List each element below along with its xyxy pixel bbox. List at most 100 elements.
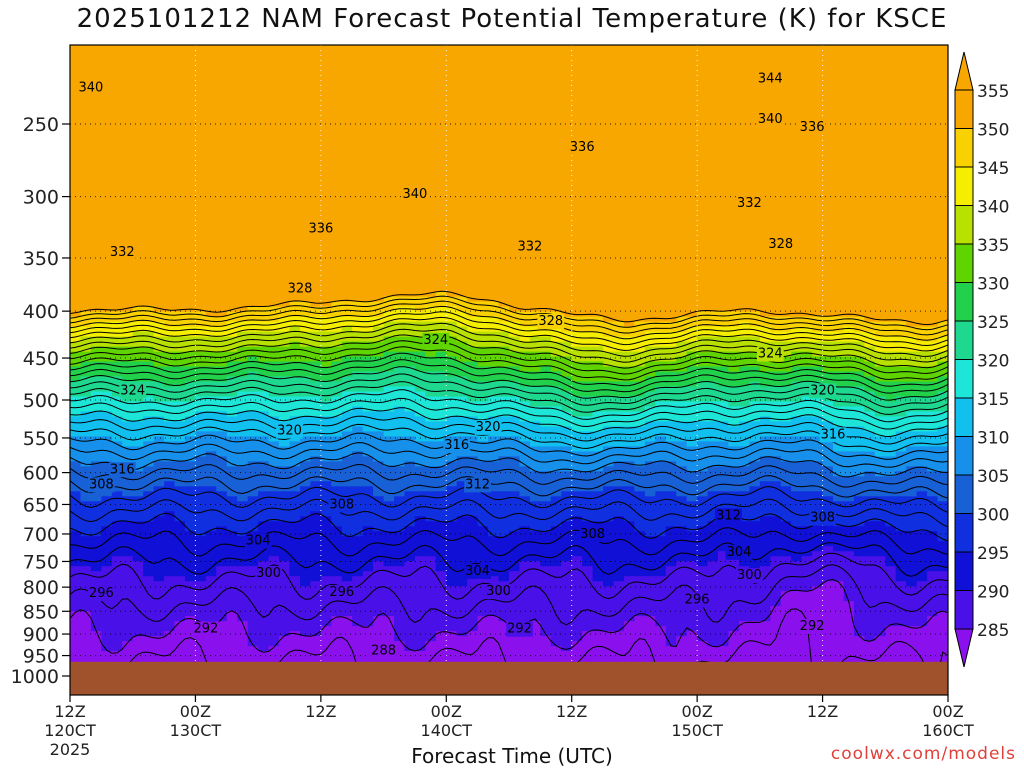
- fill-cell: [205, 396, 217, 403]
- fill-cell: [268, 421, 280, 427]
- fill-cell: [205, 191, 217, 198]
- fill-cell: [185, 651, 197, 657]
- fill-cell: [247, 436, 259, 442]
- fill-cell: [331, 416, 343, 422]
- fill-cell: [70, 576, 82, 582]
- fill-cell: [111, 77, 123, 83]
- fill-cell: [247, 246, 259, 253]
- fill-cell: [258, 591, 270, 597]
- fill-cell: [373, 97, 385, 103]
- fill-cell: [195, 411, 207, 417]
- fill-cell: [258, 656, 270, 662]
- fill-cell: [237, 641, 249, 647]
- fill-cell: [394, 401, 406, 408]
- fill-cell: [289, 521, 301, 527]
- fill-cell: [362, 591, 374, 597]
- fill-cell: [153, 62, 165, 68]
- fill-cell: [90, 126, 102, 133]
- fill-cell: [195, 381, 207, 388]
- fill-cell: [216, 326, 228, 333]
- fill-cell: [185, 296, 197, 303]
- fill-cell: [226, 286, 238, 293]
- fill-cell: [216, 331, 228, 338]
- fill-cell: [247, 576, 259, 582]
- fill-cell: [111, 221, 123, 228]
- fill-cell: [279, 72, 291, 78]
- fill-cell: [352, 381, 364, 388]
- fill-cell: [394, 646, 406, 652]
- fill-cell: [195, 486, 207, 492]
- fill-cell: [216, 171, 228, 178]
- fill-cell: [425, 32, 436, 38]
- fill-cell: [174, 456, 186, 462]
- fill-cell: [164, 471, 176, 477]
- fill-cell: [174, 211, 186, 218]
- fill-cell: [352, 241, 364, 248]
- fill-cell: [289, 646, 301, 652]
- fill-cell: [174, 67, 186, 73]
- fill-cell: [320, 336, 332, 343]
- fill-cell: [373, 161, 385, 168]
- fill-cell: [394, 411, 406, 417]
- fill-cell: [122, 221, 134, 228]
- fill-cell: [425, 221, 437, 228]
- fill-cell: [394, 416, 406, 422]
- fill-cell: [383, 391, 395, 398]
- fill-cell: [456, 166, 468, 173]
- fill-cell: [195, 276, 207, 283]
- fill-cell: [174, 102, 186, 108]
- fill-cell: [216, 526, 228, 532]
- fill-cell: [435, 286, 447, 293]
- fill-cell: [237, 576, 249, 582]
- fill-cell: [216, 381, 228, 388]
- fill-cell: [174, 461, 186, 467]
- fill-cell: [300, 87, 312, 93]
- fill-cell: [435, 366, 447, 373]
- fill-cell: [195, 461, 207, 467]
- fill-cell: [133, 37, 144, 43]
- fill-cell: [362, 47, 374, 53]
- fill-cell: [435, 401, 447, 408]
- fill-cell: [268, 112, 280, 118]
- fill-cell: [258, 102, 270, 108]
- fill-cell: [383, 406, 395, 413]
- fill-cell: [404, 112, 416, 118]
- fill-cell: [289, 441, 301, 447]
- fill-cell: [414, 606, 426, 612]
- fill-cell: [111, 102, 123, 108]
- fill-cell: [383, 496, 395, 502]
- fill-cell: [132, 196, 144, 203]
- fill-cell: [153, 77, 165, 83]
- fill-cell: [279, 376, 291, 383]
- fill-cell: [394, 481, 406, 487]
- fill-cell: [289, 466, 301, 472]
- fill-cell: [205, 601, 217, 607]
- fill-cell: [467, 196, 479, 203]
- fill-cell: [341, 306, 353, 313]
- fill-cell: [247, 461, 259, 467]
- fill-cell: [185, 586, 197, 592]
- fill-cell: [153, 241, 165, 248]
- fill-cell: [279, 321, 291, 328]
- fill-cell: [111, 486, 123, 492]
- fill-cell: [185, 136, 197, 143]
- fill-cell: [425, 616, 437, 622]
- fill-cell: [435, 631, 447, 637]
- fill-cell: [456, 591, 468, 597]
- fill-cell: [247, 266, 259, 273]
- fill-cell: [237, 636, 249, 642]
- fill-cell: [143, 336, 155, 343]
- fill-cell: [362, 136, 374, 143]
- fill-cell: [320, 401, 332, 408]
- fill-cell: [414, 406, 426, 413]
- fill-cell: [300, 376, 312, 383]
- fill-cell: [310, 32, 321, 38]
- fill-cell: [435, 226, 447, 233]
- fill-cell: [164, 102, 176, 108]
- fill-cell: [415, 37, 426, 43]
- fill-cell: [456, 506, 468, 512]
- fill-cell: [331, 131, 343, 138]
- fill-cell: [174, 176, 186, 183]
- fill-cell: [383, 221, 395, 228]
- fill-cell: [404, 266, 416, 273]
